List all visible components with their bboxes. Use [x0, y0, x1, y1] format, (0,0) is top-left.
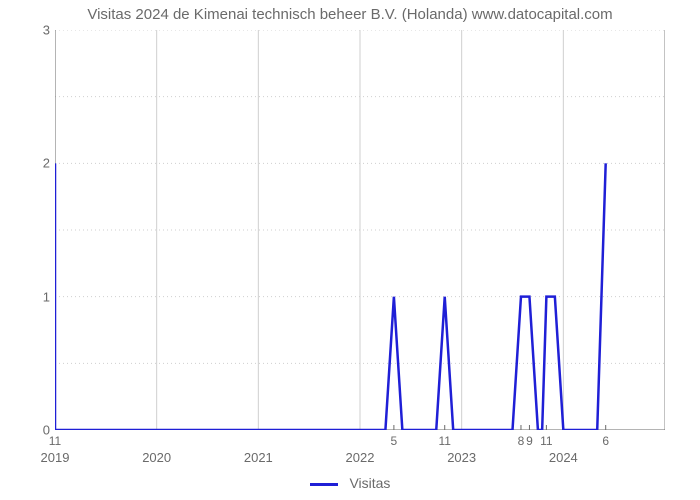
x-inner-label: 6	[602, 434, 609, 448]
x-year-label: 2019	[41, 450, 70, 465]
x-year-label: 2021	[244, 450, 273, 465]
x-year-label: 2022	[346, 450, 375, 465]
x-inner-label: 11	[438, 434, 450, 448]
x-year-label: 2024	[549, 450, 578, 465]
chart-legend: Visitas	[0, 475, 700, 491]
y-tick-label: 3	[20, 23, 50, 38]
y-tick-label: 0	[20, 423, 50, 438]
x-year-label: 2020	[142, 450, 171, 465]
legend-swatch	[310, 483, 338, 486]
x-inner-label: 5	[391, 434, 398, 448]
chart-container: Visitas 2024 de Kimenai technisch beheer…	[0, 0, 700, 500]
chart-title: Visitas 2024 de Kimenai technisch beheer…	[0, 6, 700, 23]
legend-label: Visitas	[349, 475, 390, 491]
chart-plot	[55, 30, 665, 430]
x-year-label: 2023	[447, 450, 476, 465]
x-inner-label: 9	[526, 434, 533, 448]
x-inner-label: 11	[49, 434, 61, 448]
y-tick-label: 1	[20, 289, 50, 304]
x-inner-label: 8	[518, 434, 525, 448]
y-tick-label: 2	[20, 156, 50, 171]
x-inner-label: 11	[540, 434, 552, 448]
